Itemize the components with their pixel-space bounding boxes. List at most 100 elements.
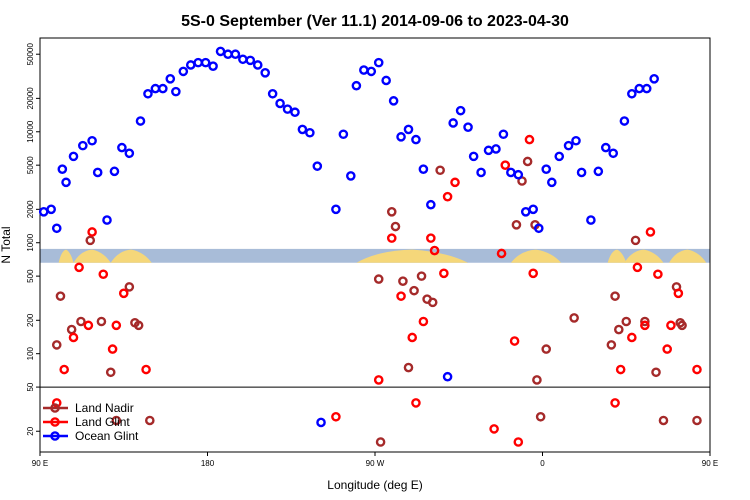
ocean-glint-point [282,104,293,114]
x-tick-label: 90 E [702,459,718,468]
land-nadir-point [416,271,427,281]
land-glint-point [74,262,84,273]
ocean-glint-point [208,61,218,71]
land-mass [58,249,74,263]
ocean-glint-point [634,83,645,94]
ocean-glint-point [359,65,369,75]
ocean-glint-point [305,127,315,138]
land-nadir-point [532,375,542,385]
ocean-glint-point [627,88,637,99]
ocean-glint-point [252,60,263,70]
legend-item-land-nadir: Land Nadir [43,401,134,415]
ocean-glint-point [245,55,256,66]
land-nadir-point [76,316,86,327]
y-tick-label: 100 [26,346,35,360]
ocean-glint-point [528,204,538,215]
ocean-glint-point [403,124,414,135]
ocean-glint-point [38,206,49,217]
ocean-glint-point [68,151,79,162]
land-glint-point [615,364,626,375]
land-glint-point [513,437,524,447]
ocean-glint-point [463,122,473,132]
ocean-glint-point [593,166,604,177]
land-nadir-point [621,316,632,327]
land-mass [110,249,152,263]
x-tick-label: 0 [540,459,545,468]
land-nadir-point [105,367,116,378]
ocean-glint-point [238,54,248,65]
land-glint-point [442,191,453,202]
land-nadir-point [569,313,579,323]
ocean-glint-point [150,83,161,94]
chart-title: 5S-0 September (Ver 11.1) 2014-09-06 to … [181,13,569,30]
ocean-glint-point [135,116,146,126]
ocean-glint-point [230,49,241,60]
land-glint-point [489,424,499,434]
data-points [38,46,702,447]
y-tick-label: 50000 [26,43,35,66]
land-glint-point [373,375,384,385]
ocean-glint-point [331,204,341,215]
ocean-glint-point [46,204,56,215]
land-nadir-point [55,291,66,301]
land-mass [510,249,562,263]
ocean-glint-point [442,371,453,382]
land-nadir-point [535,411,546,422]
y-tick-label: 50 [26,382,35,391]
ocean-glint-point [491,144,501,154]
ocean-glint-point [102,215,112,225]
land-nadir-point [96,316,107,327]
ocean-glint-point [57,164,68,174]
ocean-glint-point [586,215,596,225]
ocean-glint-point [312,161,323,171]
ocean-glint-point [541,164,552,174]
land-nadir-point [427,297,438,308]
land-nadir-point [692,415,702,426]
x-tick-label: 180 [201,459,215,468]
x-tick-label: 90 E [32,459,48,468]
ocean-glint-point [178,66,189,77]
y-tick-label: 5000 [26,156,35,174]
land-glint-point [632,262,643,273]
y-tick-label: 1000 [26,233,35,251]
land-mass [669,249,707,263]
land-glint-point [98,269,109,280]
land-nadir-point [435,165,445,176]
legend-label: Land Glint [75,415,130,429]
land-glint-point [87,227,97,237]
ocean-glint-point [158,83,168,94]
land-nadir-point [111,415,122,426]
ocean-glint-point [513,169,524,180]
legend-item-land-glint: Land Glint [43,415,130,429]
ocean-glint-point [498,129,509,140]
ocean-glint-point [468,151,479,162]
land-nadir-point [677,320,687,331]
land-glint-point [509,336,520,346]
land-glint-point [640,320,650,331]
ocean-glint-point [571,135,581,146]
ocean-glint-point [87,135,97,146]
land-nadir-point [51,340,62,350]
ocean-glint-point [297,124,308,135]
ocean-glint-point [619,116,630,126]
land-glint-point [496,248,507,259]
land-glint-point [666,320,676,331]
y-axis-label: N Total [0,226,13,263]
land-glint-point [662,344,672,354]
ocean-glint-point [171,86,181,97]
ocean-glint-point [290,107,300,118]
ocean-glint-point [92,167,103,178]
ocean-glint-point [267,88,278,99]
land-nadir-point [614,324,624,335]
ocean-glint-point [608,148,619,159]
ocean-glint-point [455,105,466,116]
ocean-glint-point [418,164,429,174]
ocean-glint-point [448,118,458,128]
y-tick-label: 200 [26,313,35,327]
land-nadir-point [133,320,144,331]
plot-frame [39,37,711,453]
ocean-glint-point [124,148,135,159]
land-nadir-point [124,282,135,292]
